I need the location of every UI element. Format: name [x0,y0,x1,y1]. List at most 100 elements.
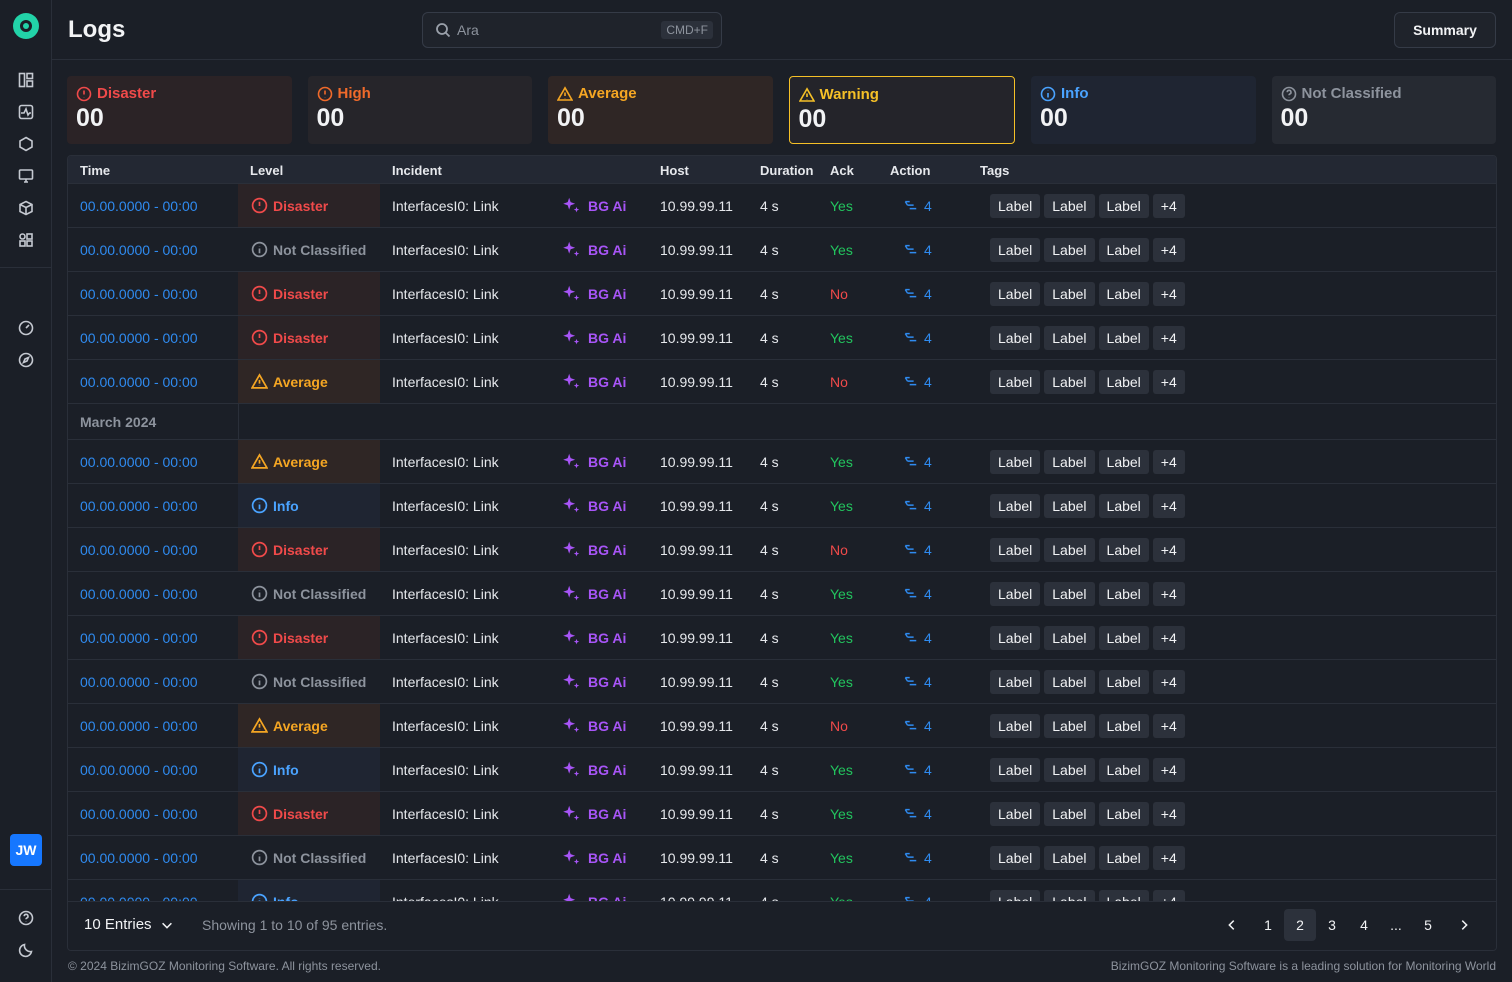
page-button[interactable]: 5 [1424,917,1432,933]
col-action[interactable]: Action [890,163,931,178]
ai-button[interactable]: BG Ai [560,847,626,869]
tag-chip[interactable]: Label [1044,714,1095,738]
tag-chip[interactable]: +4 [1152,670,1185,694]
time-link[interactable]: 00.00.0000 - 00:00 [80,586,198,602]
tag-chip[interactable]: +4 [1152,802,1185,826]
tag-chip[interactable]: Label [1044,846,1095,870]
tag-chip[interactable]: Label [990,582,1041,606]
tag-chip[interactable]: Label [990,758,1041,782]
tag-chip[interactable]: Label [990,238,1041,262]
time-link[interactable]: 00.00.0000 - 00:00 [80,542,198,558]
dashboard-icon[interactable] [17,71,35,89]
ai-button[interactable]: BG Ai [560,803,626,825]
table-row[interactable]: 00.00.0000 - 00:00 Info InterfacesI0: Link… [68,484,1496,528]
tag-chip[interactable]: Label [990,494,1041,518]
time-link[interactable]: 00.00.0000 - 00:00 [80,806,198,822]
tag-chip[interactable]: +4 [1152,370,1185,394]
box-icon[interactable] [17,199,35,217]
table-row[interactable]: 00.00.0000 - 00:00 Average InterfacesI0: L… [68,360,1496,404]
tag-chip[interactable]: +4 [1152,890,1185,902]
action-button[interactable]: 4 [904,630,932,646]
tag-chip[interactable]: Label [990,846,1041,870]
table-row[interactable]: 00.00.0000 - 00:00 Info InterfacesI0: Link… [68,748,1496,792]
card-high[interactable]: High 00 [307,76,532,144]
ai-button[interactable]: BG Ai [560,239,626,261]
gauge-icon[interactable] [17,319,35,337]
tag-chip[interactable]: Label [990,802,1041,826]
time-link[interactable]: 00.00.0000 - 00:00 [80,718,198,734]
tag-chip[interactable]: Label [1044,890,1095,902]
time-link[interactable]: 00.00.0000 - 00:00 [80,330,198,346]
tag-chip[interactable]: Label [990,714,1041,738]
ai-button[interactable]: BG Ai [560,283,626,305]
col-ack[interactable]: Ack [830,163,854,178]
tag-chip[interactable]: Label [1044,450,1095,474]
tag-chip[interactable]: +4 [1152,326,1185,350]
card-average[interactable]: Average 00 [548,76,773,144]
tag-chip[interactable]: +4 [1152,582,1185,606]
time-link[interactable]: 00.00.0000 - 00:00 [80,286,198,302]
action-button[interactable]: 4 [904,762,932,778]
tag-chip[interactable]: Label [1044,758,1095,782]
table-row[interactable]: 00.00.0000 - 00:00 Disaster InterfacesI0: … [68,616,1496,660]
tag-chip[interactable]: Label [1098,282,1149,306]
action-button[interactable]: 4 [904,242,932,258]
tag-chip[interactable]: Label [990,326,1041,350]
col-tags[interactable]: Tags [980,163,1010,178]
table-row[interactable]: 00.00.0000 - 00:00 Info InterfacesI0: Link… [68,880,1496,902]
time-link[interactable]: 00.00.0000 - 00:00 [80,894,198,902]
time-link[interactable]: 00.00.0000 - 00:00 [80,630,198,646]
page-button[interactable]: 4 [1360,917,1368,933]
prev-page-button[interactable] [1212,909,1252,941]
tag-chip[interactable]: Label [990,282,1041,306]
tag-chip[interactable]: Label [1098,626,1149,650]
tag-chip[interactable]: Label [990,450,1041,474]
action-button[interactable]: 4 [904,674,932,690]
page-button[interactable]: 3 [1328,917,1336,933]
tag-chip[interactable]: Label [990,538,1041,562]
tag-chip[interactable]: Label [1098,326,1149,350]
tag-chip[interactable]: Label [1044,282,1095,306]
card-warning[interactable]: Warning 00 [788,76,1015,144]
tag-chip[interactable]: Label [1098,582,1149,606]
page-button[interactable]: 1 [1264,917,1272,933]
col-incident[interactable]: Incident [392,163,442,178]
tag-chip[interactable]: +4 [1152,714,1185,738]
tag-chip[interactable]: +4 [1152,494,1185,518]
table-row[interactable]: 00.00.0000 - 00:00 Disaster InterfacesI0: … [68,272,1496,316]
tag-chip[interactable]: +4 [1152,450,1185,474]
ai-button[interactable]: BG Ai [560,671,626,693]
tag-chip[interactable]: Label [1098,450,1149,474]
action-button[interactable]: 4 [904,542,932,558]
action-button[interactable]: 4 [904,498,932,514]
monitor-icon[interactable] [17,167,35,185]
tag-chip[interactable]: Label [1098,714,1149,738]
tag-chip[interactable]: Label [1098,494,1149,518]
tag-chip[interactable]: Label [1044,670,1095,694]
table-row[interactable]: 00.00.0000 - 00:00 Disaster InterfacesI0: … [68,316,1496,360]
table-row[interactable]: 00.00.0000 - 00:00 Average InterfacesI0: L… [68,440,1496,484]
ai-button[interactable]: BG Ai [560,327,626,349]
tag-chip[interactable]: Label [1044,802,1095,826]
ai-button[interactable]: BG Ai [560,627,626,649]
hexagon-icon[interactable] [17,135,35,153]
entries-select[interactable]: 10 Entries [84,916,174,933]
tag-chip[interactable]: Label [1098,238,1149,262]
tag-chip[interactable]: +4 [1152,846,1185,870]
ai-button[interactable]: BG Ai [560,583,626,605]
tag-chip[interactable]: +4 [1152,194,1185,218]
logo[interactable] [13,13,39,39]
tag-chip[interactable]: +4 [1152,538,1185,562]
card-not-classified[interactable]: Not Classified 00 [1271,76,1496,144]
tag-chip[interactable]: Label [1098,370,1149,394]
tag-chip[interactable]: Label [990,626,1041,650]
time-link[interactable]: 00.00.0000 - 00:00 [80,242,198,258]
tag-chip[interactable]: +4 [1152,758,1185,782]
time-link[interactable]: 00.00.0000 - 00:00 [80,850,198,866]
apps-icon[interactable] [17,231,35,249]
tag-chip[interactable]: Label [1044,238,1095,262]
time-link[interactable]: 00.00.0000 - 00:00 [80,762,198,778]
ai-button[interactable]: BG Ai [560,539,626,561]
tag-chip[interactable]: Label [1044,626,1095,650]
table-row[interactable]: 00.00.0000 - 00:00 Disaster InterfacesI0: … [68,792,1496,836]
